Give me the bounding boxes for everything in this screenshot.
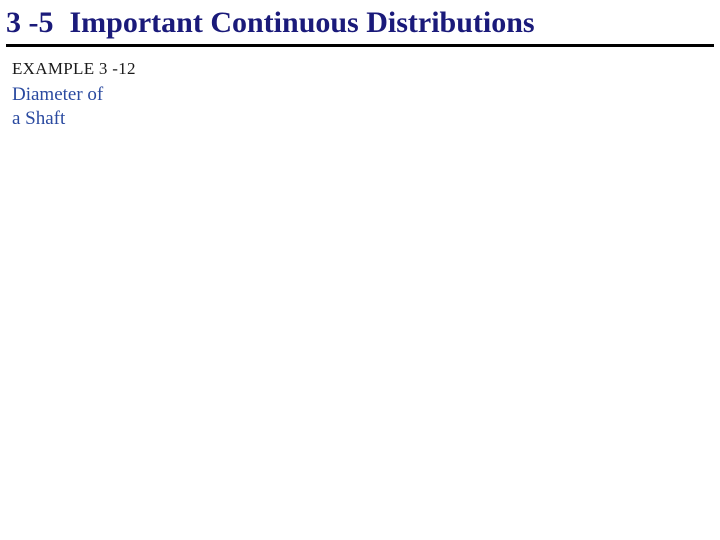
example-title: Diameter of a Shaft — [0, 83, 160, 131]
example-label: EXAMPLE 3 -12 — [0, 57, 720, 83]
example-title-line1: Diameter of — [12, 84, 103, 105]
section-number: 3 -5 — [6, 6, 54, 40]
section-title: Important Continuous Distributions — [70, 6, 535, 40]
heading-underline — [6, 44, 714, 47]
example-title-line2: a Shaft — [12, 108, 65, 129]
section-heading: 3 -5 Important Continuous Distributions — [0, 0, 720, 40]
slide-page: 3 -5 Important Continuous Distributions … — [0, 0, 720, 540]
